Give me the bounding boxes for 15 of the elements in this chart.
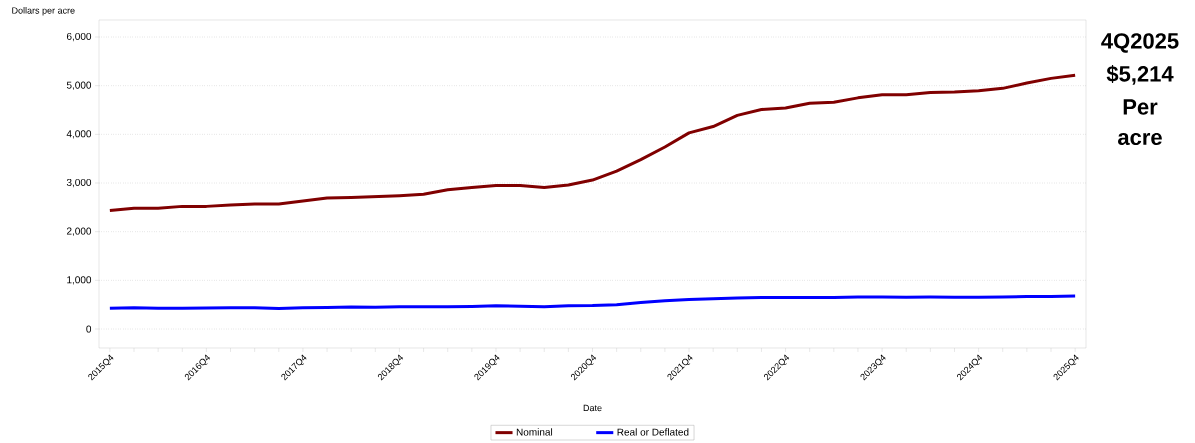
- text: 4Q2025: [1101, 33, 1179, 53]
- x-axis-title: Date: [583, 404, 602, 412]
- legend-label: Nominal: [516, 428, 553, 436]
- y-tick-label: 3,000: [66, 178, 92, 188]
- y-tick-label: 1,000: [67, 276, 92, 285]
- text: acre: [1118, 132, 1162, 146]
- y-axis-title: Dollars per acre: [12, 7, 75, 16]
- y-tick-label: 2,000: [66, 227, 92, 236]
- y-tick-label: 4,000: [66, 130, 92, 139]
- legend-label: Real or Deflated: [617, 428, 689, 436]
- text: Per: [1123, 99, 1158, 115]
- y-tick-label: 0: [86, 325, 92, 333]
- y-tick-label: 6,000: [66, 32, 92, 42]
- text: $5,214: [1106, 65, 1174, 85]
- y-tick-label: 5,000: [66, 81, 92, 90]
